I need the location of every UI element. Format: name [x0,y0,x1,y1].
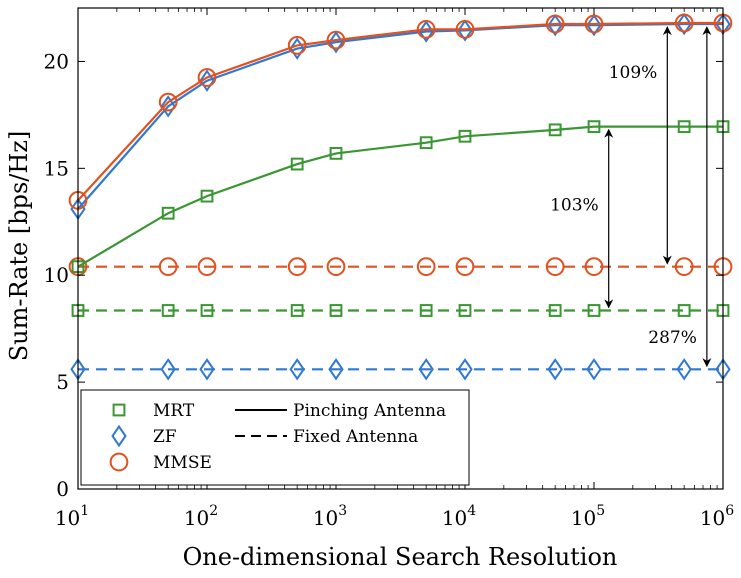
data-point-mrt-pinching [677,120,691,134]
x-tick-label: 101 [55,503,89,530]
y-tick-label: 5 [56,370,69,394]
data-point-mrt-fixed [290,304,304,317]
data-point-mmse-pinching [545,14,565,34]
data-point-mmse-fixed [416,257,436,277]
data-point-mrt-fixed [548,304,562,317]
legend-marker-zf [111,424,127,448]
legend-label-dashed: Fixed Antenna [293,427,418,447]
data-point-mrt-fixed [200,304,214,317]
legend-marker-mmse [109,452,129,472]
data-point-zf-fixed [418,358,434,381]
data-point-mrt-pinching [587,120,601,134]
legend-label-mrt: MRT [153,401,195,421]
x-tick-label: 105 [571,503,605,530]
x-tick-label: 106 [700,503,734,530]
series-line-mmse-pinching [77,21,723,202]
data-point-mrt-fixed [677,304,691,317]
series-mrt-fixed [71,304,730,317]
y-tick-label: 0 [56,477,69,501]
series-mmse-pinching [68,13,733,210]
data-point-mmse-fixed [287,257,307,277]
plot-frame [77,7,724,490]
data-point-zf-fixed [676,358,692,381]
data-point-mrt-pinching [161,206,175,220]
data-point-mrt-fixed [419,304,433,317]
data-point-zf-pinching [586,13,602,37]
x-axis-title: One-dimensional Search Resolution [183,543,618,571]
legend-label-solid: Pinching Antenna [293,401,446,421]
data-point-mmse-fixed [545,257,565,277]
data-point-mrt-pinching [200,189,214,203]
legend-label-mmse: MMSE [153,453,212,473]
legend-label-zf: ZF [153,427,177,447]
data-point-zf-pinching [676,12,692,36]
data-point-mrt-fixed [587,304,601,317]
data-point-zf-fixed [199,358,215,381]
annotation-label: 103% [550,196,599,216]
data-point-mrt-fixed [329,304,343,317]
series-zf-fixed [70,358,731,381]
series-layer [68,12,733,381]
data-point-mmse-pinching [455,20,475,39]
data-point-mmse-fixed [197,257,217,277]
legend-marker-mrt [112,403,126,417]
data-point-mrt-pinching [290,157,304,171]
legend: MRT ZF MMSE Pinching Antenna Fixed Antenna [80,389,470,486]
data-point-zf-fixed [160,358,176,381]
data-point-mmse-pinching [674,13,694,33]
data-point-mmse-fixed [326,257,346,277]
annotation-label: 287% [648,328,697,348]
data-point-mmse-pinching [197,68,217,87]
y-tick-label: 10 [44,263,69,287]
data-point-mmse-pinching [158,92,178,112]
axes: 0 5 10 15 20 101 102 103 104 105 106 [44,7,734,530]
data-point-mmse-pinching [287,36,307,55]
data-point-mrt-fixed [458,304,472,317]
data-point-mrt-pinching [419,136,433,150]
data-point-mmse-pinching [416,20,436,39]
data-point-zf-fixed [547,358,563,381]
data-point-zf-fixed [457,358,473,381]
data-point-mmse-fixed [584,257,604,277]
data-point-mrt-fixed [161,304,175,317]
data-point-mmse-fixed [455,257,475,277]
legend-box [80,389,470,486]
data-point-mrt-pinching [329,146,343,160]
data-point-mrt-pinching [458,129,472,143]
data-point-zf-fixed [586,358,602,381]
x-tick-label: 104 [442,503,476,530]
y-axis-title: Sum-Rate [bps/Hz] [5,131,33,362]
data-point-mmse-fixed [158,257,178,277]
y-tick-label: 20 [44,49,69,73]
data-point-mmse-pinching [584,14,604,34]
data-point-zf-pinching [457,19,473,42]
data-point-zf-pinching [199,69,215,92]
data-point-mrt-pinching [548,123,562,137]
x-tick-label: 102 [184,503,218,530]
y-tick-label: 15 [44,156,69,180]
annotation-layer: 103% 109% 287% [550,26,712,368]
data-point-zf-fixed [289,358,305,381]
annotation-label: 109% [609,63,658,83]
series-mmse-fixed [68,257,733,277]
series-line-mrt-pinching [77,125,723,268]
data-point-zf-pinching [160,95,176,118]
series-mrt-pinching [71,120,730,274]
data-point-zf-pinching [547,13,563,37]
x-tick-label: 103 [313,503,347,530]
data-point-zf-fixed [328,358,344,381]
data-point-mmse-pinching [326,30,346,50]
data-point-mmse-fixed [674,257,694,277]
